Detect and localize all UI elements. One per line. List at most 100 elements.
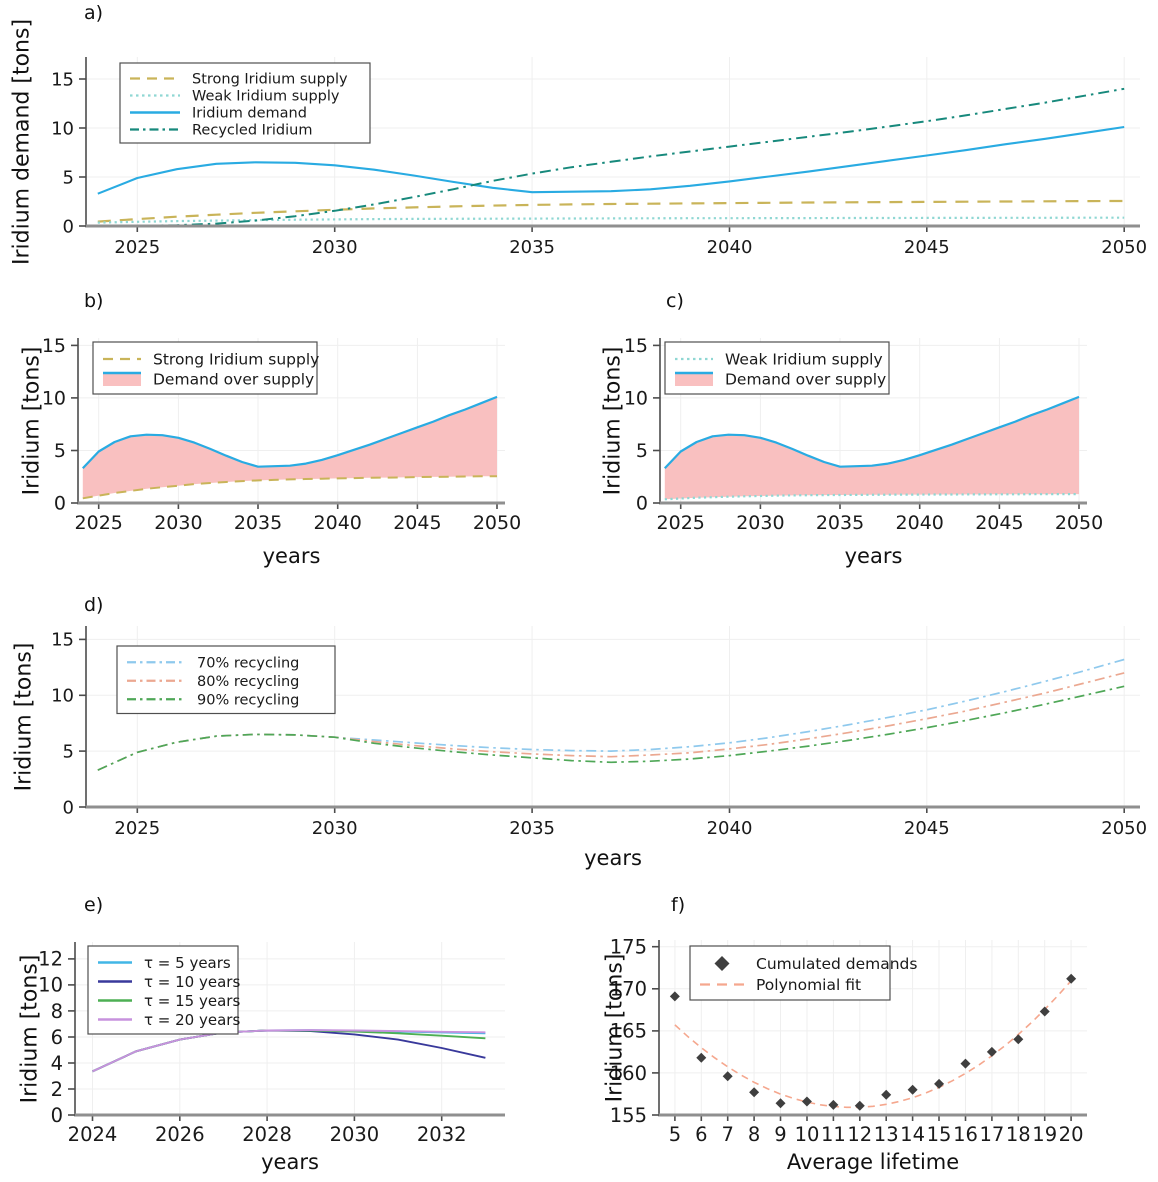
legend-label: Cumulated demands	[756, 955, 917, 973]
panel-c: 0 5 10 15 2025 2030 2035 2040 2045 2050 Weak Iridi…	[579, 278, 1158, 578]
x-tick-label: 2024	[68, 1123, 118, 1146]
y-tick-label: 10	[624, 388, 648, 410]
panel-c-label: c)	[666, 290, 684, 312]
x-tick-label: 2035	[816, 512, 864, 534]
x-tick-label: 18	[1006, 1123, 1031, 1146]
y-tick-label: 15	[51, 69, 74, 90]
x-tick-label: 2045	[975, 512, 1023, 534]
legend-label: τ = 10 years	[144, 973, 240, 991]
x-tick-label: 16	[953, 1123, 978, 1146]
series-polynomial-fit	[674, 980, 1072, 1109]
y-tick-label: 5	[54, 440, 66, 462]
legend-swatch-band	[103, 373, 141, 386]
x-tick-label: 2040	[707, 237, 753, 258]
legend-swatch-diamond	[714, 956, 730, 971]
panel-e-x-axis-title: years	[261, 1150, 319, 1174]
data-point-cumulated-demands	[986, 1046, 997, 1057]
legend-swatch-band	[675, 373, 713, 386]
x-tick-label: 2030	[330, 1123, 380, 1146]
legend-label: 80% recycling	[197, 674, 299, 690]
series-weak-iridium-supply	[97, 216, 1125, 224]
x-tick-label: 2040	[707, 818, 753, 839]
series-tau-20-years	[92, 1029, 486, 1073]
y-tick-label: 15	[624, 335, 648, 357]
x-tick-label: 5	[669, 1123, 681, 1146]
x-tick-label: 2025	[114, 818, 160, 839]
x-tick-label: 11	[821, 1123, 846, 1146]
data-point-cumulated-demands	[828, 1099, 839, 1110]
y-tick-label: 8	[51, 1000, 63, 1023]
panel-d-canvas: 0 5 10 15 2025 2030 2035 2040 2045 2050 70% recycl…	[51, 626, 1147, 839]
legend-label: Demand over supply	[725, 370, 886, 388]
panel-b-label: b)	[84, 290, 104, 312]
y-tick-label: 170	[610, 978, 647, 1001]
x-tick-label: 2040	[896, 512, 944, 534]
panel-f-x-axis-title: Average lifetime	[786, 1150, 960, 1174]
legend-box	[119, 62, 371, 144]
y-tick-label: 6	[51, 1026, 63, 1049]
y-tick-label: 5	[63, 167, 74, 188]
panel-a-label: a)	[84, 2, 104, 24]
panel-d-x-axis-title: years	[584, 846, 642, 870]
series-recycled-iridium	[97, 87, 1125, 227]
legend-label: 70% recycling	[197, 655, 299, 671]
data-point-cumulated-demands	[1039, 1006, 1050, 1017]
x-tick-label: 8	[748, 1123, 760, 1146]
y-tick-label: 0	[636, 493, 648, 515]
x-tick-label: 2035	[509, 818, 555, 839]
panel-b: 0 5 10 15 2025 2030 2035 2040 2045 2050 Strong Iri…	[0, 278, 579, 578]
series-tau-5-years	[92, 1029, 486, 1073]
panel-f-label: f)	[671, 894, 686, 916]
legend-box	[689, 945, 891, 1001]
y-tick-label: 15	[42, 335, 66, 357]
legend-label: Strong Iridium supply	[192, 72, 348, 88]
x-tick-label: 2045	[393, 512, 441, 534]
x-tick-label: 13	[874, 1123, 899, 1146]
data-point-cumulated-demands	[775, 1098, 786, 1109]
y-tick-label: 0	[51, 1104, 63, 1127]
data-point-cumulated-demands	[1013, 1034, 1024, 1045]
data-point-cumulated-demands	[749, 1087, 760, 1098]
x-tick-label: 2050	[1101, 818, 1147, 839]
legend-label: Weak Iridium supply	[192, 89, 340, 105]
legend-label: Iridium demand	[192, 106, 307, 122]
panel-e-canvas: 0 2 4 6 8 10 12 2024 2026 2028 2030 2032 τ = 5 years…	[38, 942, 505, 1146]
panel-b-canvas: 0 5 10 15 2025 2030 2035 2040 2045 2050 Strong Iri…	[42, 335, 521, 534]
panel-b-x-axis-title: years	[262, 544, 321, 568]
x-tick-label: 2050	[1055, 512, 1103, 534]
x-tick-label: 2030	[736, 512, 784, 534]
y-tick-label: 0	[54, 493, 66, 515]
legend-label: τ = 5 years	[144, 954, 231, 972]
data-point-cumulated-demands	[722, 1071, 733, 1082]
data-point-cumulated-demands	[881, 1089, 892, 1100]
data-point-cumulated-demands	[934, 1078, 945, 1089]
x-tick-label: 12	[847, 1123, 872, 1146]
data-point-cumulated-demands	[669, 991, 680, 1002]
panel-a-y-axis-title: Iridium demand [tons]	[9, 18, 35, 265]
x-tick-label: 15	[927, 1123, 952, 1146]
x-tick-label: 9	[774, 1123, 786, 1146]
y-tick-label: 2	[51, 1078, 63, 1101]
x-tick-label: 10	[795, 1123, 820, 1146]
panel-c-x-axis-title: years	[844, 544, 903, 568]
x-tick-label: 2025	[114, 237, 160, 258]
series-iridium-demand	[97, 125, 1125, 195]
x-tick-label: 2040	[314, 512, 362, 534]
panel-f-y-axis-title: Iridium [tons]	[602, 953, 628, 1102]
legend-label: τ = 15 years	[144, 992, 240, 1010]
x-tick-label: 7	[721, 1123, 733, 1146]
x-tick-label: 2035	[234, 512, 282, 534]
x-tick-label: 2032	[417, 1123, 467, 1146]
y-tick-label: 165	[610, 1020, 647, 1043]
panel-a-canvas: 0 5 10 15 2025 2030 2035 2040 2045 2050 Strong Iri…	[51, 57, 1147, 258]
y-tick-label: 0	[63, 797, 74, 818]
x-tick-label: 17	[979, 1123, 1004, 1146]
x-tick-label: 2025	[657, 512, 705, 534]
panel-a: 0 5 10 15 2025 2030 2035 2040 2045 2050 Strong Iri…	[0, 0, 1158, 278]
x-tick-label: 2030	[154, 512, 202, 534]
data-point-cumulated-demands	[854, 1100, 865, 1111]
x-tick-label: 2050	[1101, 237, 1147, 258]
x-tick-label: 2035	[509, 237, 555, 258]
x-tick-label: 19	[1032, 1123, 1057, 1146]
